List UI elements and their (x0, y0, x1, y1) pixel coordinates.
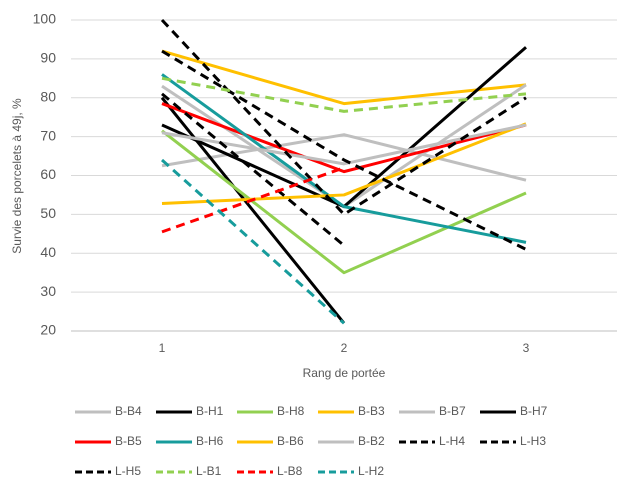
series-line (160, 96, 346, 325)
legend-label: L-H5 (115, 464, 141, 477)
series-line (161, 122, 527, 205)
legend-label: L-B8 (277, 464, 303, 477)
x-tick-label: 1 (159, 341, 166, 355)
legend-label: B-H7 (520, 404, 548, 418)
series-line (161, 73, 527, 244)
legend-label: L-H3 (520, 434, 546, 448)
legend-label: B-B7 (439, 404, 466, 418)
series-line (161, 133, 527, 182)
y-tick-label: 50 (40, 205, 56, 221)
y-tick-label: 20 (40, 322, 56, 338)
x-axis-title: Rang de portée (303, 366, 386, 380)
y-tick-label: 40 (40, 244, 56, 260)
series-line (161, 49, 527, 106)
y-tick-label: 30 (40, 283, 56, 299)
legend-label: L-B1 (196, 464, 222, 477)
legend-label: B-H8 (277, 404, 305, 418)
series-line (161, 102, 527, 174)
legend-label: B-H6 (196, 434, 224, 448)
series-line (161, 49, 527, 251)
series-line (160, 18, 527, 216)
x-tick-label: 2 (341, 341, 348, 355)
y-tick-label: 70 (40, 127, 56, 143)
y-axis-title: Survie des porcelets à 49j, % (10, 98, 24, 254)
legend-label: L-H4 (439, 434, 465, 448)
y-tick-label: 100 (33, 11, 57, 27)
legend-label: B-B2 (358, 434, 385, 448)
y-tick-label: 80 (40, 88, 56, 104)
series-line (161, 166, 345, 234)
y-tick-label: 90 (40, 50, 56, 66)
legend-label: B-B3 (358, 404, 385, 418)
series-line (161, 46, 527, 209)
legend-label: B-H1 (196, 404, 224, 418)
series-line (161, 92, 345, 247)
legend-label: L-H2 (358, 464, 384, 477)
y-tick-label: 60 (40, 166, 56, 182)
legend-label: B-B5 (115, 434, 142, 448)
x-tick-label: 3 (523, 341, 530, 355)
series-line (161, 76, 527, 113)
legend-label: B-B4 (115, 404, 142, 418)
legend-label: B-B6 (277, 434, 304, 448)
series-line (160, 158, 346, 325)
